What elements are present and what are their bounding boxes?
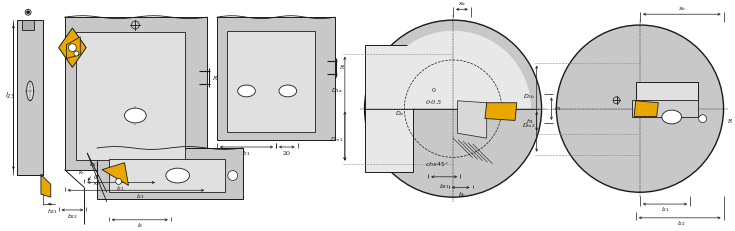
- Text: $h_1$: $h_1$: [526, 117, 534, 126]
- Text: $h_{21}$: $h_{21}$: [47, 207, 58, 216]
- Text: $x_a$: $x_a$: [458, 0, 466, 8]
- Bar: [365, 45, 413, 172]
- Circle shape: [699, 115, 706, 123]
- Ellipse shape: [124, 108, 146, 123]
- Bar: [18, 20, 43, 175]
- Text: $x_b$: $x_b$: [678, 5, 686, 13]
- Text: 0: 0: [431, 88, 436, 93]
- Text: $l_8$: $l_8$: [137, 221, 143, 230]
- Text: $l_{22}$: $l_{22}$: [678, 219, 686, 228]
- Bar: [109, 159, 225, 192]
- Bar: [217, 17, 335, 140]
- Ellipse shape: [662, 110, 681, 124]
- Text: $\kappa_r$: $\kappa_r$: [93, 180, 101, 188]
- Bar: [227, 31, 315, 132]
- Bar: [631, 100, 698, 117]
- Circle shape: [115, 179, 121, 184]
- Polygon shape: [457, 101, 487, 138]
- Text: $l_{21}$: $l_{21}$: [116, 184, 125, 193]
- Circle shape: [25, 9, 31, 15]
- Circle shape: [26, 11, 29, 14]
- Text: $b_c$: $b_c$: [458, 190, 466, 199]
- Text: R: R: [339, 65, 343, 70]
- Text: $D_{1a}$: $D_{1a}$: [331, 86, 343, 95]
- Text: $l_{21}$: $l_{21}$: [242, 149, 251, 158]
- Text: 0-0.5: 0-0.5: [426, 100, 442, 105]
- Circle shape: [228, 171, 237, 180]
- Text: $l_{21}$: $l_{21}$: [661, 206, 670, 214]
- Circle shape: [556, 25, 723, 192]
- Circle shape: [68, 44, 76, 52]
- Text: R: R: [212, 76, 216, 81]
- Text: $h_1$: $h_1$: [554, 104, 562, 113]
- Text: 20: 20: [283, 151, 291, 156]
- Bar: [97, 148, 243, 199]
- Text: $D_{\alpha}$: $D_{\alpha}$: [395, 109, 405, 118]
- Text: $D_{1b}$: $D_{1b}$: [523, 92, 535, 100]
- Text: $b_{21}$: $b_{21}$: [90, 160, 101, 169]
- Polygon shape: [102, 163, 129, 185]
- Polygon shape: [634, 101, 659, 116]
- Text: $l_{23}$: $l_{23}$: [4, 91, 15, 101]
- Circle shape: [365, 20, 542, 197]
- Bar: [65, 17, 207, 170]
- Ellipse shape: [166, 168, 190, 183]
- Polygon shape: [485, 103, 517, 120]
- Polygon shape: [41, 175, 51, 197]
- Text: $b_{22}$: $b_{22}$: [67, 212, 78, 221]
- Wedge shape: [375, 31, 531, 109]
- Circle shape: [40, 174, 43, 177]
- Text: $D_{m1}$: $D_{m1}$: [330, 135, 344, 144]
- Circle shape: [74, 51, 79, 56]
- Text: $\alpha$: $\alpha$: [93, 173, 99, 182]
- Polygon shape: [66, 37, 80, 58]
- Text: $b_{21}$: $b_{21}$: [439, 182, 450, 191]
- Polygon shape: [59, 28, 86, 67]
- Bar: [76, 32, 184, 160]
- Bar: [22, 20, 34, 30]
- Text: $chx45°$: $chx45°$: [426, 160, 449, 167]
- Ellipse shape: [237, 85, 255, 97]
- Ellipse shape: [26, 81, 34, 101]
- Text: R: R: [728, 119, 731, 124]
- Text: $\kappa_r$: $\kappa_r$: [78, 169, 85, 176]
- Text: $l_{22}$: $l_{22}$: [136, 192, 145, 201]
- Ellipse shape: [279, 85, 297, 97]
- Bar: [636, 82, 698, 101]
- Text: $D_{m2}$: $D_{m2}$: [522, 121, 536, 130]
